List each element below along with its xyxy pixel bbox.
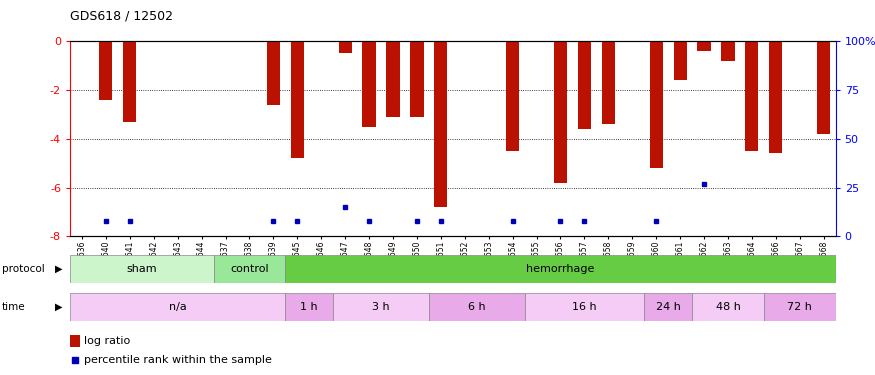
Bar — [649, 41, 662, 168]
Text: protocol: protocol — [2, 264, 45, 274]
Bar — [123, 41, 136, 122]
Text: GDS618 / 12502: GDS618 / 12502 — [70, 9, 173, 22]
Text: ▶: ▶ — [55, 264, 63, 274]
Bar — [214, 255, 285, 283]
Text: control: control — [230, 264, 269, 274]
Bar — [602, 41, 615, 124]
Bar — [70, 335, 80, 347]
Bar — [333, 292, 429, 321]
Bar — [506, 41, 519, 151]
Bar — [434, 41, 447, 207]
Text: 48 h: 48 h — [716, 302, 740, 312]
Text: sham: sham — [127, 264, 158, 274]
Bar — [692, 292, 764, 321]
Bar — [290, 41, 304, 158]
Bar — [578, 41, 591, 129]
Bar — [721, 41, 734, 61]
Bar — [746, 41, 759, 151]
Bar — [764, 292, 836, 321]
Bar — [70, 292, 285, 321]
Bar — [99, 41, 113, 100]
Bar — [285, 292, 333, 321]
Text: ▶: ▶ — [55, 302, 63, 312]
Text: 72 h: 72 h — [788, 302, 812, 312]
Text: log ratio: log ratio — [84, 336, 130, 346]
Text: time: time — [2, 302, 25, 312]
Bar — [387, 41, 400, 117]
Bar — [525, 292, 644, 321]
Bar — [817, 41, 830, 134]
Bar — [644, 292, 692, 321]
Bar — [697, 41, 710, 51]
Text: percentile rank within the sample: percentile rank within the sample — [84, 355, 272, 365]
Bar — [674, 41, 687, 80]
Bar — [769, 41, 782, 153]
Bar — [267, 41, 280, 105]
Bar — [429, 292, 525, 321]
Bar — [554, 41, 567, 183]
Bar — [410, 41, 424, 117]
Text: 3 h: 3 h — [372, 302, 390, 312]
Text: 1 h: 1 h — [300, 302, 318, 312]
Text: n/a: n/a — [169, 302, 186, 312]
Bar — [339, 41, 352, 54]
Bar — [362, 41, 375, 127]
Text: 16 h: 16 h — [572, 302, 597, 312]
Text: 6 h: 6 h — [468, 302, 486, 312]
Text: hemorrhage: hemorrhage — [526, 264, 595, 274]
Bar — [70, 255, 213, 283]
Text: 24 h: 24 h — [655, 302, 681, 312]
Bar — [285, 255, 836, 283]
